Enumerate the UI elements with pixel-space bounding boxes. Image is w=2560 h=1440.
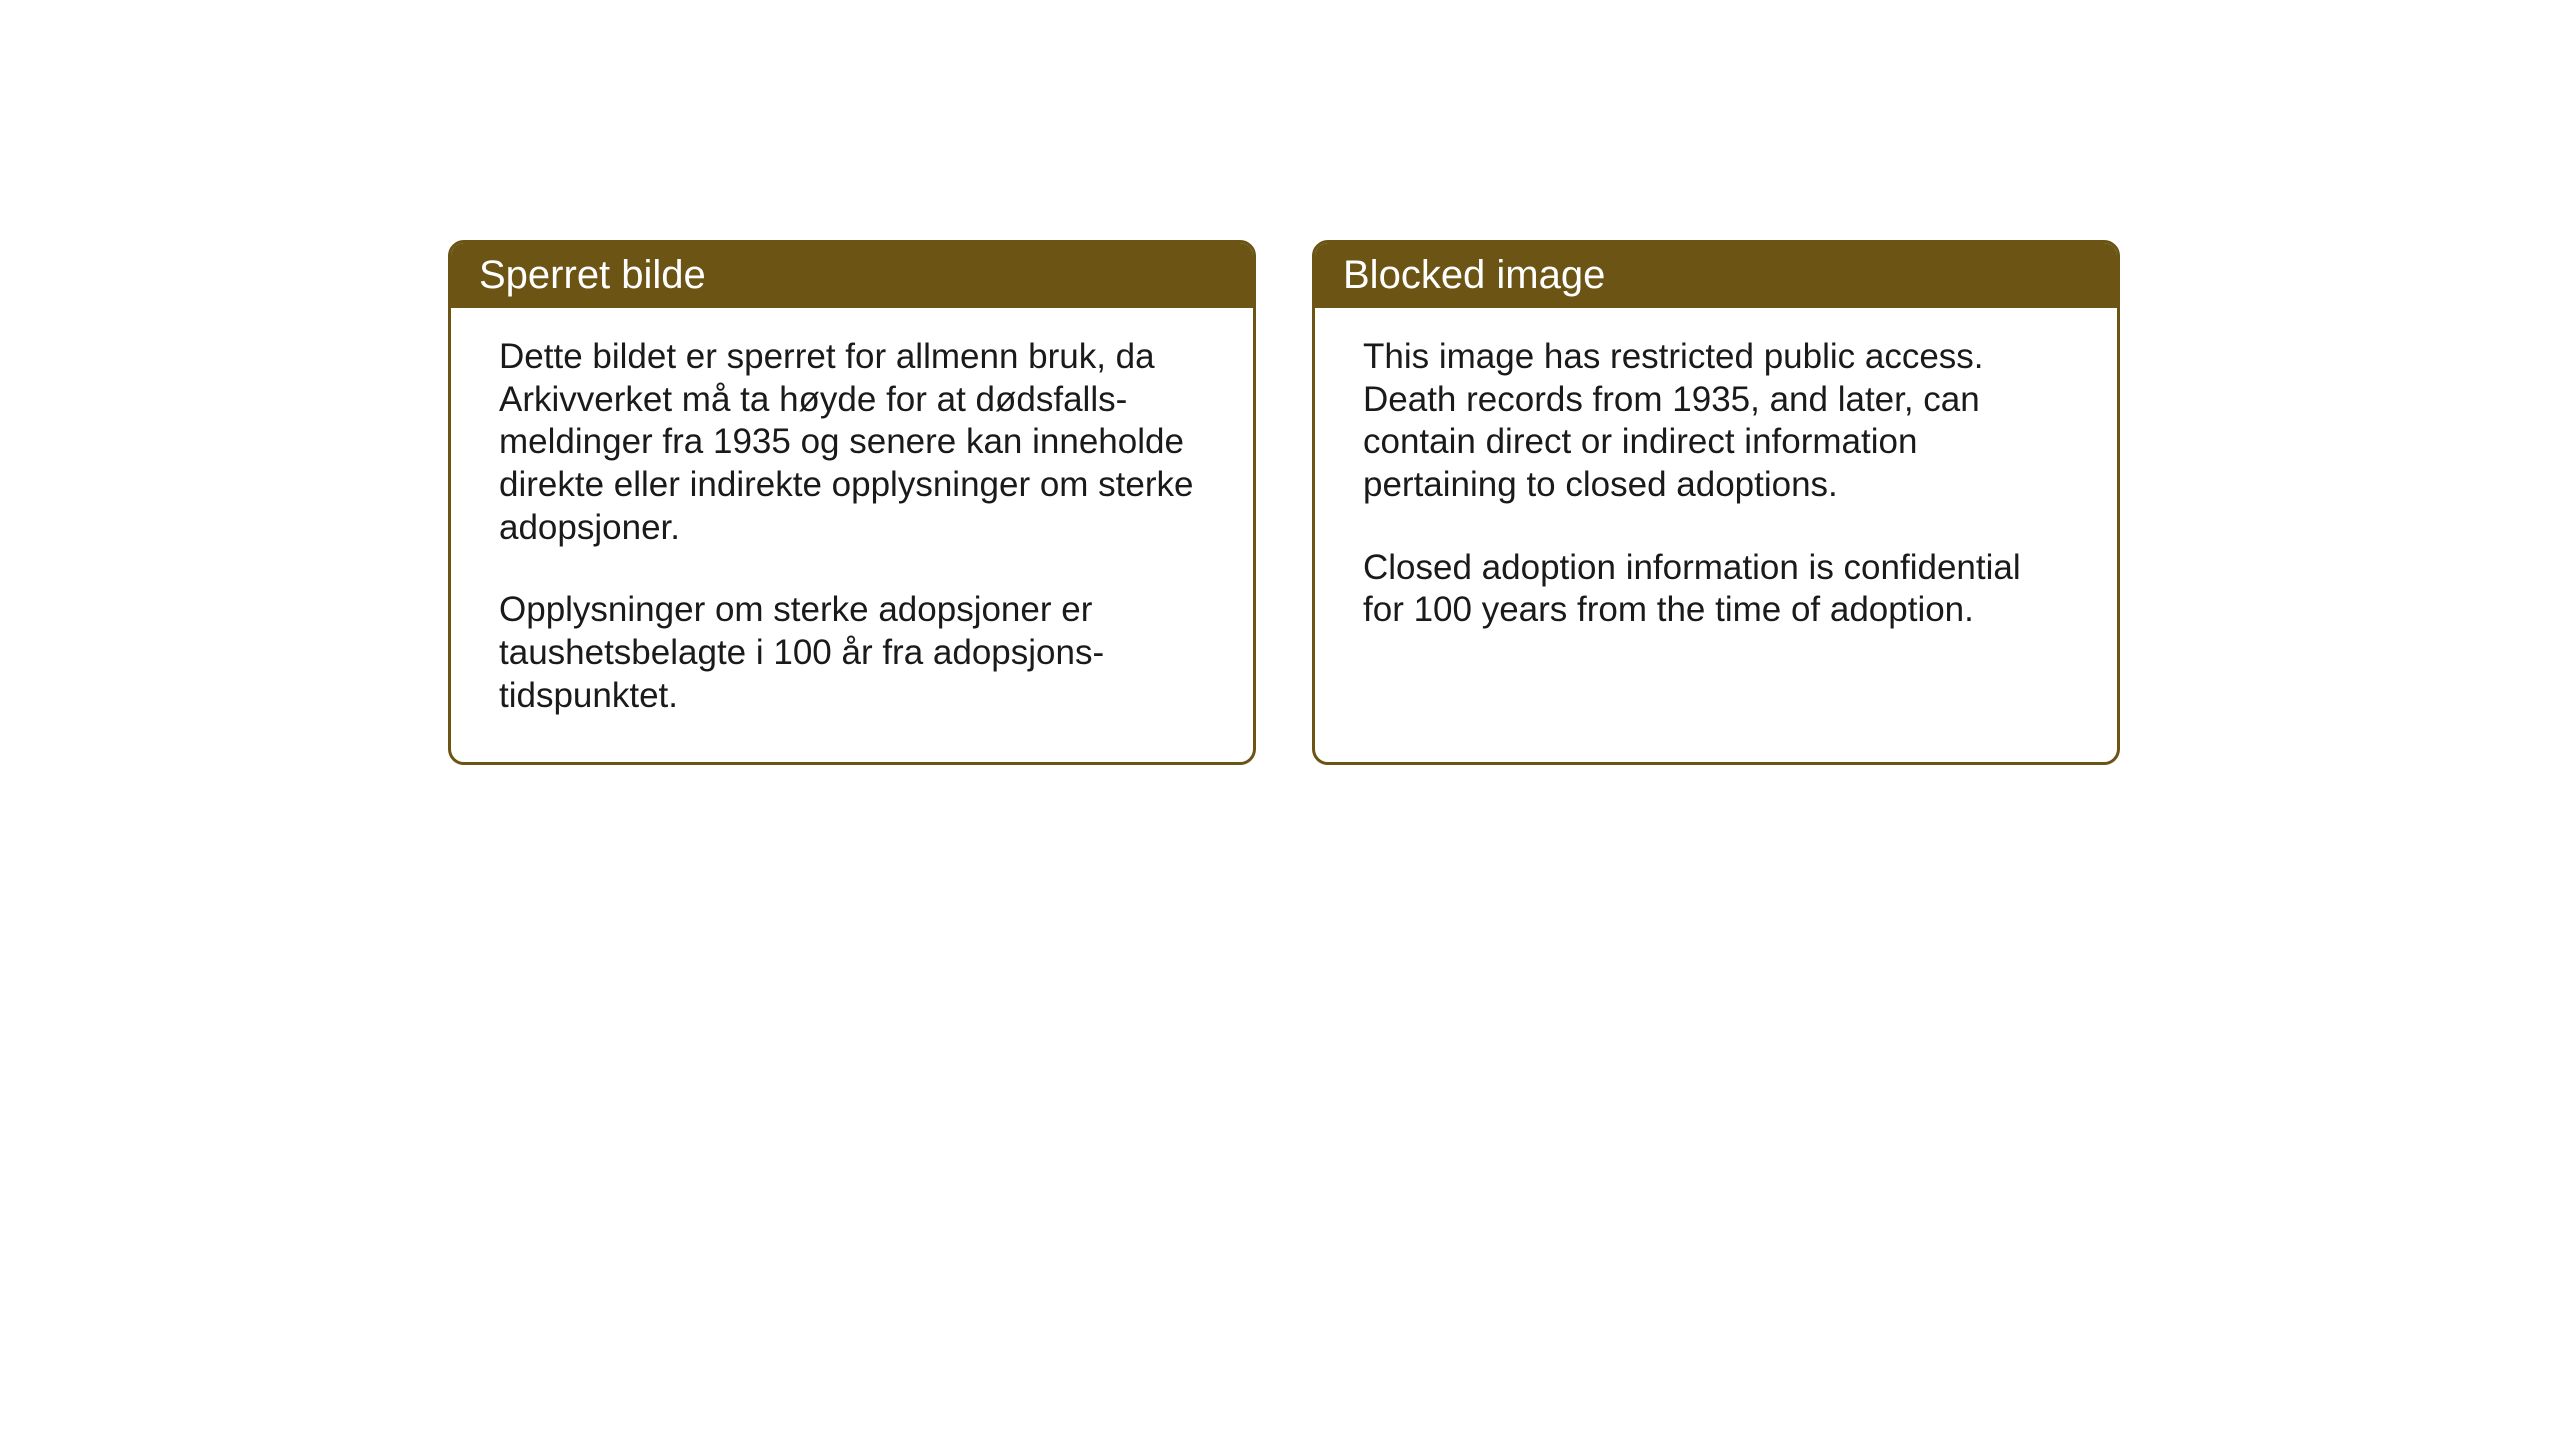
notice-card-english: Blocked image This image has restricted … [1312, 240, 2120, 765]
card-paragraph-english-2: Closed adoption information is confident… [1363, 547, 2069, 632]
card-paragraph-norwegian-1: Dette bildet er sperret for allmenn bruk… [499, 336, 1205, 549]
card-body-english: This image has restricted public access.… [1315, 308, 2117, 676]
card-header-norwegian: Sperret bilde [451, 243, 1253, 308]
card-title-english: Blocked image [1343, 253, 1605, 297]
card-title-norwegian: Sperret bilde [479, 253, 706, 297]
card-paragraph-english-1: This image has restricted public access.… [1363, 336, 2069, 507]
card-paragraph-norwegian-2: Opplysninger om sterke adopsjoner er tau… [499, 589, 1205, 717]
card-body-norwegian: Dette bildet er sperret for allmenn bruk… [451, 308, 1253, 762]
notice-cards-container: Sperret bilde Dette bildet er sperret fo… [448, 240, 2120, 765]
notice-card-norwegian: Sperret bilde Dette bildet er sperret fo… [448, 240, 1256, 765]
card-header-english: Blocked image [1315, 243, 2117, 308]
